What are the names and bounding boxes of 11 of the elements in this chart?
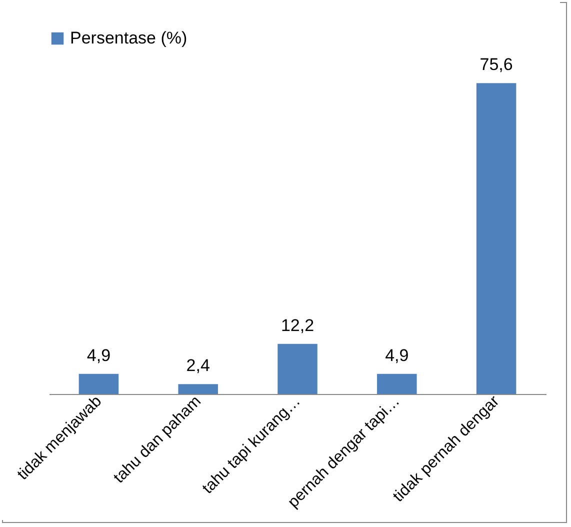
bar (178, 384, 218, 394)
data-label: 4,9 (86, 346, 111, 365)
legend-label: Persentase (%) (70, 28, 188, 48)
bar (278, 344, 318, 394)
data-label: 2,4 (186, 356, 210, 376)
bar (377, 374, 417, 394)
data-label: 75,6 (480, 55, 513, 74)
data-label: 12,2 (280, 316, 314, 335)
bar (78, 374, 119, 394)
data-label: 4,9 (385, 346, 409, 365)
bar (476, 83, 516, 394)
